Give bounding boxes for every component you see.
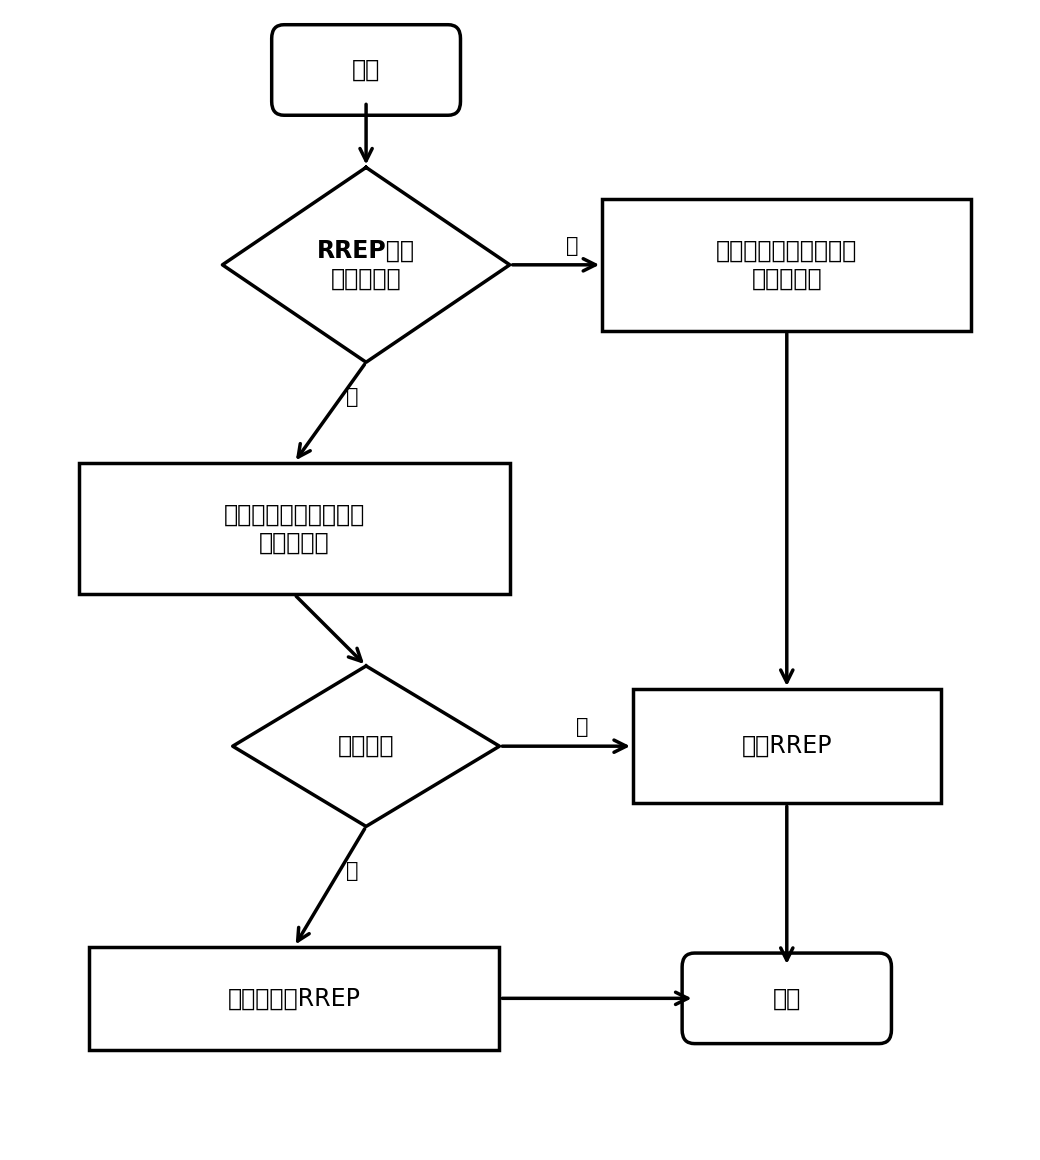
Bar <box>89 947 499 1050</box>
Text: 开始: 开始 <box>352 58 381 82</box>
Text: 是: 是 <box>576 717 589 737</box>
Polygon shape <box>233 666 499 826</box>
Text: 否: 否 <box>345 861 358 880</box>
Text: 否: 否 <box>345 386 358 407</box>
Text: 是: 是 <box>566 235 578 255</box>
FancyBboxPatch shape <box>271 24 461 115</box>
Bar <box>79 463 510 594</box>
Text: RREP已经
被接收过？: RREP已经 被接收过？ <box>317 239 415 291</box>
Text: 计算决策因子并构建相
应的路由表: 计算决策因子并构建相 应的路由表 <box>224 502 365 554</box>
Bar <box>633 689 941 804</box>
Text: 更新并转发RREP: 更新并转发RREP <box>228 986 361 1010</box>
Text: 源节点？: 源节点？ <box>338 734 394 759</box>
Text: 丢弃RREP: 丢弃RREP <box>742 734 832 759</box>
Bar <box>602 198 971 331</box>
Text: 计算决策因子并更新相
应的路由表: 计算决策因子并更新相 应的路由表 <box>717 239 857 291</box>
FancyBboxPatch shape <box>682 954 891 1044</box>
Text: 结束: 结束 <box>773 986 801 1010</box>
Polygon shape <box>223 167 510 362</box>
